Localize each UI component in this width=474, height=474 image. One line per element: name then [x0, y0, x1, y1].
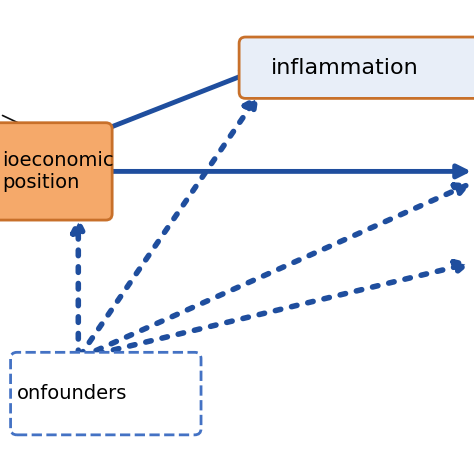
Text: onfounders: onfounders	[17, 384, 128, 403]
FancyBboxPatch shape	[10, 352, 201, 435]
FancyBboxPatch shape	[239, 37, 474, 99]
Text: inflammation: inflammation	[271, 58, 419, 78]
Text: ioeconomic
position: ioeconomic position	[2, 151, 114, 192]
FancyBboxPatch shape	[0, 123, 112, 220]
